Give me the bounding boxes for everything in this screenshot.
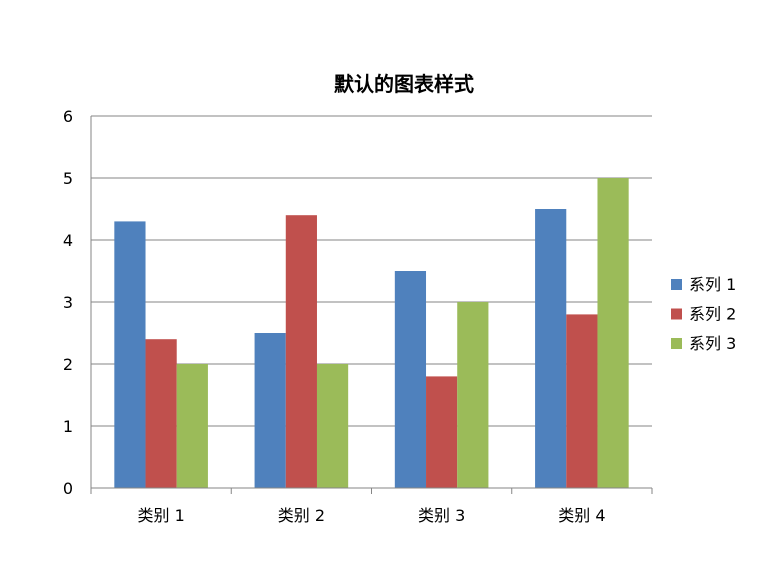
legend-swatch-series-2 (671, 308, 682, 320)
legend-label-series-1: 系列 1 (689, 275, 736, 294)
chart-title: 默认的图表样式 (334, 72, 474, 96)
bar-series-1-category-3 (394, 271, 427, 488)
y-tick-label: 1 (63, 417, 73, 436)
y-tick-label: 2 (63, 355, 73, 374)
bar-series-1-category-4 (535, 209, 567, 488)
x-tick-label: 类别 2 (278, 506, 325, 525)
legend-swatch-series-1 (671, 279, 682, 290)
x-axis-tick-labels: 类别 1 类别 2 类别 3 类别 4 (137, 506, 605, 525)
y-tick-label: 3 (63, 293, 73, 312)
x-tick-label: 类别 4 (558, 506, 605, 525)
x-tick-label: 类别 1 (137, 506, 184, 525)
legend-label-series-2: 系列 2 (689, 305, 736, 324)
bar-series-3-category-1 (176, 364, 208, 488)
y-tick-label: 0 (63, 479, 73, 498)
y-tick-label: 5 (63, 169, 73, 188)
bar-series-2-category-2 (285, 215, 317, 488)
y-axis-tick-labels: 0 1 2 3 4 5 6 (63, 107, 73, 498)
bars (114, 178, 629, 488)
axes (90, 116, 653, 494)
bar-series-3-category-3 (457, 302, 489, 488)
bar-series-2-category-3 (426, 376, 458, 488)
bar-series-1-category-1 (114, 221, 146, 488)
bar-series-1-category-2 (254, 333, 286, 488)
legend: 系列 1 系列 2 系列 3 (671, 275, 736, 353)
y-tick-label: 4 (63, 231, 73, 250)
bar-series-2-category-1 (145, 339, 177, 488)
bar-series-3-category-4 (597, 178, 629, 488)
bar-series-2-category-4 (566, 314, 598, 488)
legend-label-series-3: 系列 3 (689, 334, 736, 353)
legend-swatch-series-3 (671, 338, 682, 349)
y-tick-label: 6 (63, 107, 73, 126)
x-tick-label: 类别 3 (418, 506, 465, 525)
bar-series-3-category-2 (316, 364, 349, 488)
